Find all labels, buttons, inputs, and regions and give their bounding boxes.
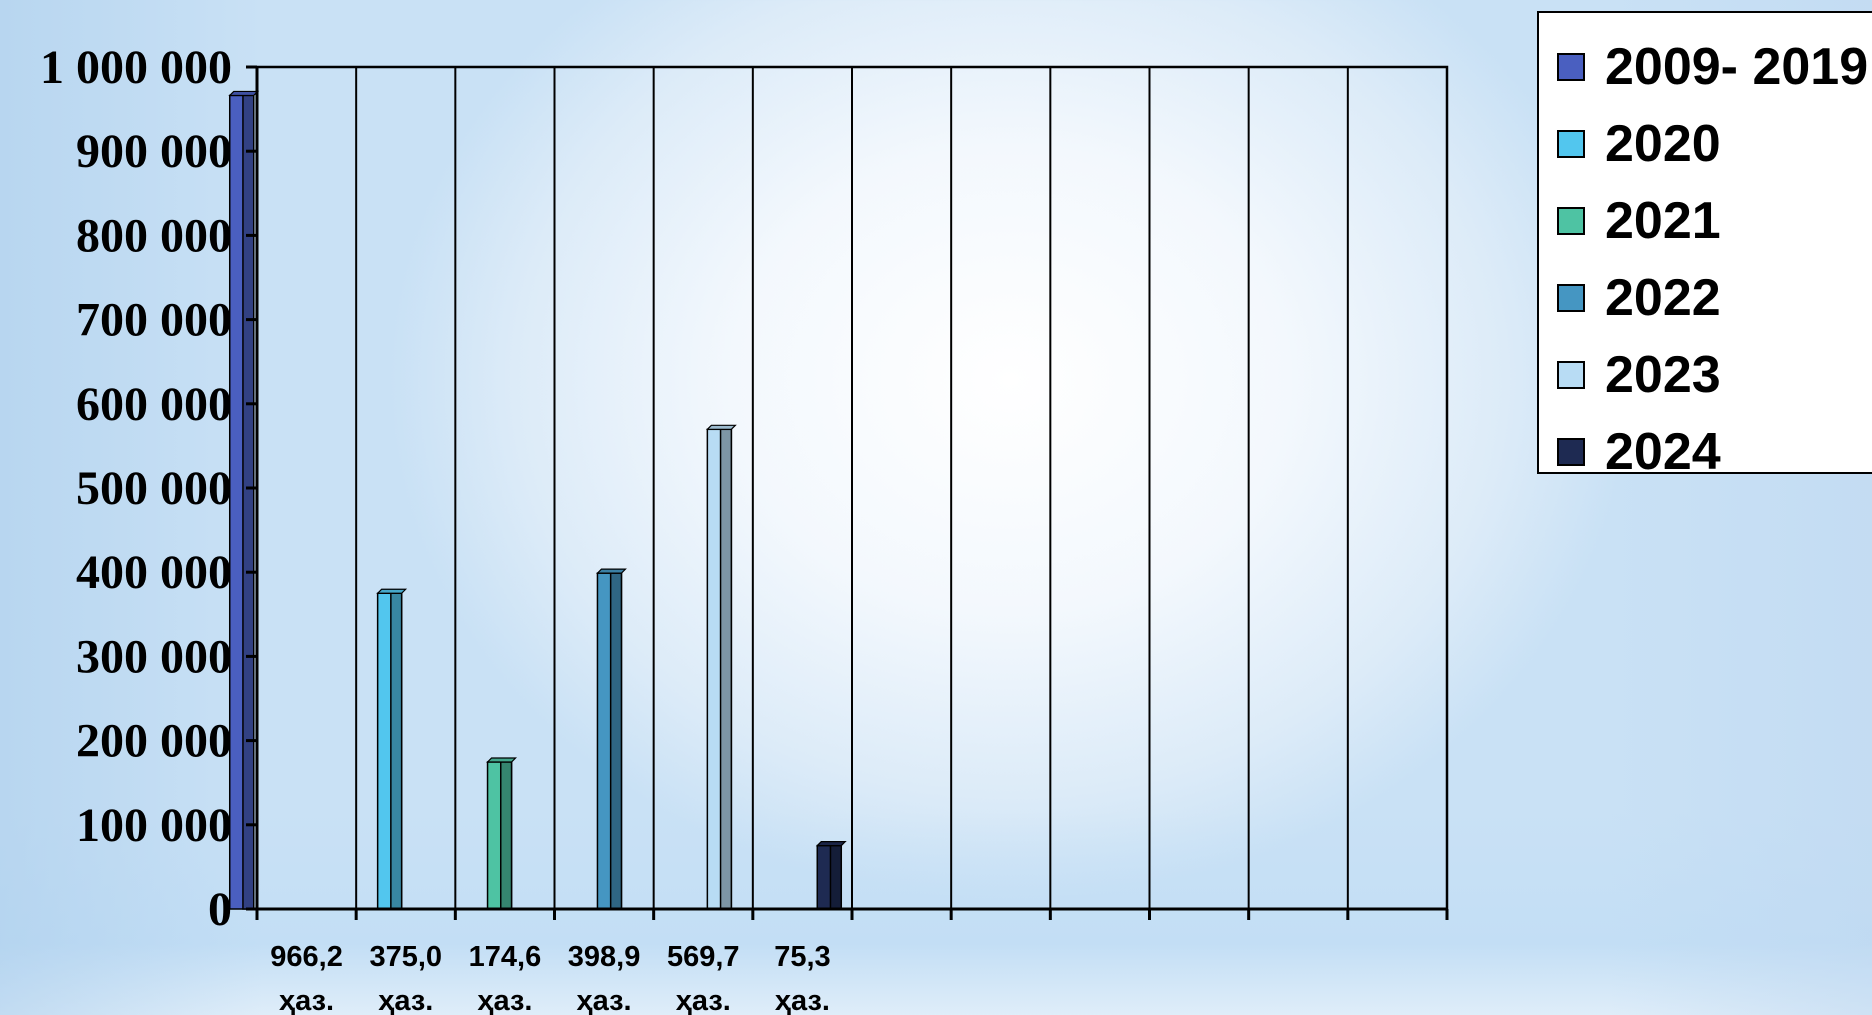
x-tick-unit-label: ҳаз. <box>477 985 532 1015</box>
y-tick-label: 100 000 <box>76 799 232 852</box>
legend-label: 2022 <box>1605 269 1721 327</box>
x-tick-unit-label: ҳаз. <box>577 985 632 1015</box>
legend-label: 2009- 2019 <box>1605 38 1869 96</box>
bar-top <box>376 588 408 594</box>
y-tick-label: 400 000 <box>76 546 232 599</box>
x-tick-unit-label: ҳаз. <box>378 985 433 1015</box>
y-tick-labels: 0 100 000 200 000 300 000 400 000 500 000 600 … <box>40 41 232 936</box>
y-tick-label: 900 000 <box>76 125 232 178</box>
y-tick-label: 700 000 <box>76 294 232 347</box>
grid-lines <box>255 65 1449 911</box>
bar-top <box>486 757 517 763</box>
x-tick-unit-label: ҳаз. <box>676 985 731 1015</box>
legend-label: 2024 <box>1605 423 1721 481</box>
x-tick-unit-label: ҳаз. <box>775 985 830 1015</box>
legend-item: 2024 <box>1557 422 1721 482</box>
axes <box>246 65 1449 920</box>
bar <box>705 424 737 910</box>
bar-side <box>242 94 255 910</box>
legend-swatch <box>1557 438 1585 466</box>
x-tick-value-label: 174,6 <box>469 941 542 973</box>
x-tick-value-label: 966,2 <box>270 941 343 973</box>
legend-swatch <box>1557 207 1585 235</box>
bar-top <box>596 568 627 574</box>
bar <box>376 588 408 910</box>
y-tick-label: 600 000 <box>76 378 232 431</box>
y-tick-label: 0 <box>208 883 232 936</box>
legend-swatch <box>1557 53 1585 81</box>
legend: 2009- 2019 2020 2021 2022 2023 2024 <box>1537 11 1872 481</box>
legend-swatch <box>1557 130 1585 158</box>
legend-label: 2021 <box>1605 192 1721 250</box>
y-tick-label: 200 000 <box>76 715 232 768</box>
y-tick-label: 300 000 <box>76 630 232 683</box>
bar <box>815 840 847 910</box>
bar <box>228 90 260 910</box>
legend-item: 2020 <box>1557 114 1721 174</box>
x-tick-value-label: 375,0 <box>369 941 442 973</box>
legend-item: 2021 <box>1557 191 1721 251</box>
y-tick-label: 1 000 000 <box>40 41 232 94</box>
bar-top <box>705 424 737 430</box>
legend-label: 2023 <box>1605 346 1721 404</box>
bars <box>228 90 847 910</box>
legend-item: 2009- 2019 <box>1557 37 1868 97</box>
bar-side <box>499 761 513 910</box>
x-tick-labels: 966,2 ҳаз. 375,0 ҳаз. 174,6 ҳаз. 398,9 ҳаз. 569,… <box>270 941 830 1015</box>
x-tick-unit-label: ҳаз. <box>279 985 334 1015</box>
x-tick-value-label: 398,9 <box>568 941 641 973</box>
bar-side <box>390 592 403 910</box>
bar-side <box>719 428 733 910</box>
x-tick-value-label: 75,3 <box>774 941 830 973</box>
bar-side <box>609 572 623 910</box>
x-tick-value-label: 569,7 <box>667 941 740 973</box>
bar-top <box>228 90 260 97</box>
y-tick-label: 800 000 <box>76 209 232 262</box>
legend-label: 2020 <box>1605 115 1721 173</box>
legend-item: 2022 <box>1557 268 1721 328</box>
legend-item: 2023 <box>1557 345 1721 405</box>
bar <box>486 757 517 910</box>
bar-top <box>815 840 847 847</box>
legend-swatch <box>1557 361 1585 389</box>
y-tick-label: 500 000 <box>76 462 232 515</box>
legend-swatch <box>1557 284 1585 312</box>
bar-side <box>829 844 843 910</box>
bar <box>596 568 627 910</box>
